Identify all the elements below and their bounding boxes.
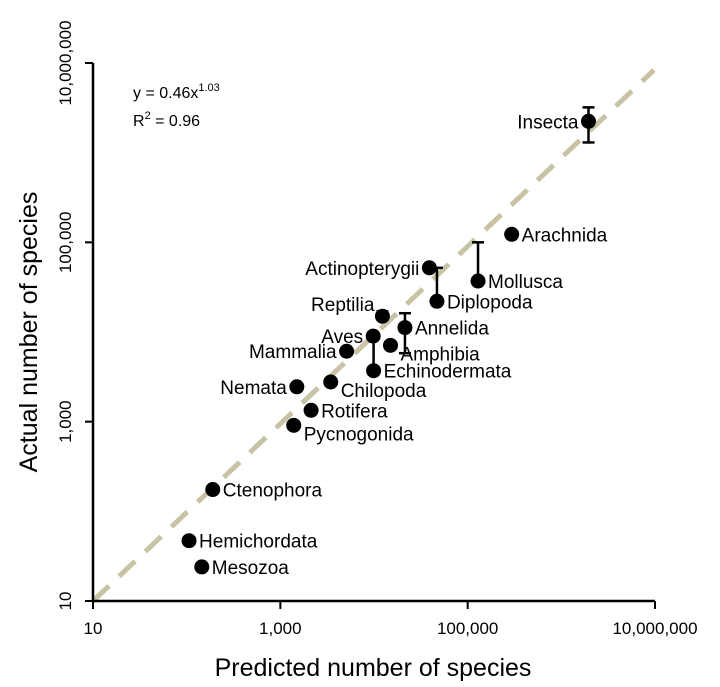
data-point-diplopoda: Diplopoda bbox=[429, 266, 533, 313]
data-point-marker bbox=[205, 482, 221, 498]
data-point-label: Mammalia bbox=[249, 342, 337, 363]
trendline-layer bbox=[91, 68, 656, 603]
data-point-marker bbox=[289, 379, 305, 395]
equation-exponent: 1.03 bbox=[198, 82, 219, 94]
data-point-mollusca: Mollusca bbox=[470, 241, 563, 293]
data-point-marker bbox=[374, 308, 390, 324]
x-axis-label: Predicted number of species bbox=[215, 654, 532, 682]
r2-sup: 2 bbox=[145, 110, 151, 122]
data-point-marker bbox=[504, 226, 520, 242]
data-point-marker bbox=[470, 273, 486, 289]
r2-rest: = 0.96 bbox=[151, 113, 200, 130]
data-point-rotifera: Rotifera bbox=[303, 401, 388, 422]
y-axis-label: Actual number of species bbox=[15, 192, 43, 473]
data-point-label: Arachnida bbox=[522, 225, 608, 246]
data-point-chilopoda: Chilopoda bbox=[323, 374, 427, 402]
r2-base: R bbox=[133, 113, 145, 130]
x-tick-label: 100,000 bbox=[437, 619, 498, 638]
data-point-mesozoa: Mesozoa bbox=[194, 558, 289, 579]
data-point-aves: Aves bbox=[321, 327, 381, 348]
y-tick-label: 100,000 bbox=[56, 212, 75, 273]
data-point-label: Reptilia bbox=[311, 295, 375, 316]
points-layer: Insecta Arachnida Mollusca Actinopterygii Di… bbox=[181, 106, 608, 579]
data-point-label: Amphibia bbox=[400, 344, 480, 365]
data-point-marker bbox=[286, 417, 302, 433]
equation-label: y = 0.46x1.03 bbox=[133, 82, 220, 102]
data-point-marker bbox=[339, 343, 355, 359]
data-point-nemata: Nemata bbox=[220, 378, 305, 399]
data-point-label: Diplopoda bbox=[447, 292, 533, 313]
data-point-annelida: Annelida bbox=[397, 311, 489, 355]
data-point-arachnida: Arachnida bbox=[504, 225, 608, 246]
data-point-actinopterygii: Actinopterygii bbox=[305, 259, 437, 280]
x-tick-label: 1,000 bbox=[259, 619, 302, 638]
data-point-marker bbox=[323, 374, 339, 390]
trendline bbox=[91, 68, 656, 603]
data-point-echinodermata: Echinodermata bbox=[366, 334, 512, 383]
data-point-marker bbox=[397, 320, 413, 336]
y-tick-label: 10 bbox=[56, 592, 75, 611]
data-point-label: Nemata bbox=[220, 378, 287, 399]
data-point-label: Hemichordata bbox=[199, 532, 318, 553]
data-point-mammalia: Mammalia bbox=[249, 342, 355, 363]
data-point-ctenophora: Ctenophora bbox=[205, 481, 323, 502]
data-point-amphibia: Amphibia bbox=[382, 337, 480, 365]
data-point-label: Rotifera bbox=[321, 401, 388, 422]
x-tick-label: 10,000,000 bbox=[612, 619, 697, 638]
data-point-marker bbox=[429, 293, 445, 309]
axes-layer: 10 1,000 100,000 10,000,000 10 1,000 100,000 10… bbox=[56, 20, 698, 638]
data-point-label: Actinopterygii bbox=[305, 259, 419, 280]
y-tick-label: 10,000,000 bbox=[56, 20, 75, 105]
data-point-marker bbox=[382, 337, 398, 353]
data-point-marker bbox=[181, 533, 197, 549]
data-point-label: Insecta bbox=[517, 112, 579, 133]
data-point-insecta: Insecta bbox=[517, 106, 596, 144]
data-point-pycnogonida: Pycnogonida bbox=[286, 417, 414, 445]
data-point-hemichordata: Hemichordata bbox=[181, 532, 318, 553]
data-point-reptilia: Reptilia bbox=[311, 295, 390, 324]
data-point-marker bbox=[366, 363, 382, 379]
data-point-label: Pycnogonida bbox=[304, 424, 414, 445]
data-point-label: Echinodermata bbox=[384, 362, 512, 383]
data-point-label: Annelida bbox=[415, 319, 489, 340]
data-point-label: Ctenophora bbox=[223, 481, 323, 502]
data-point-marker bbox=[421, 260, 437, 276]
data-point-label: Mesozoa bbox=[212, 558, 290, 579]
data-point-marker bbox=[194, 559, 210, 575]
data-point-marker bbox=[580, 113, 596, 129]
y-tick-label: 1,000 bbox=[56, 400, 75, 443]
data-point-label: Aves bbox=[321, 327, 363, 348]
data-point-label: Mollusca bbox=[488, 272, 563, 293]
equation-base: y = 0.46x bbox=[133, 85, 198, 102]
x-tick-label: 10 bbox=[84, 619, 103, 638]
data-point-label: Chilopoda bbox=[341, 381, 427, 402]
r-squared-label: R2 = 0.96 bbox=[133, 110, 200, 130]
data-point-marker bbox=[303, 402, 319, 418]
